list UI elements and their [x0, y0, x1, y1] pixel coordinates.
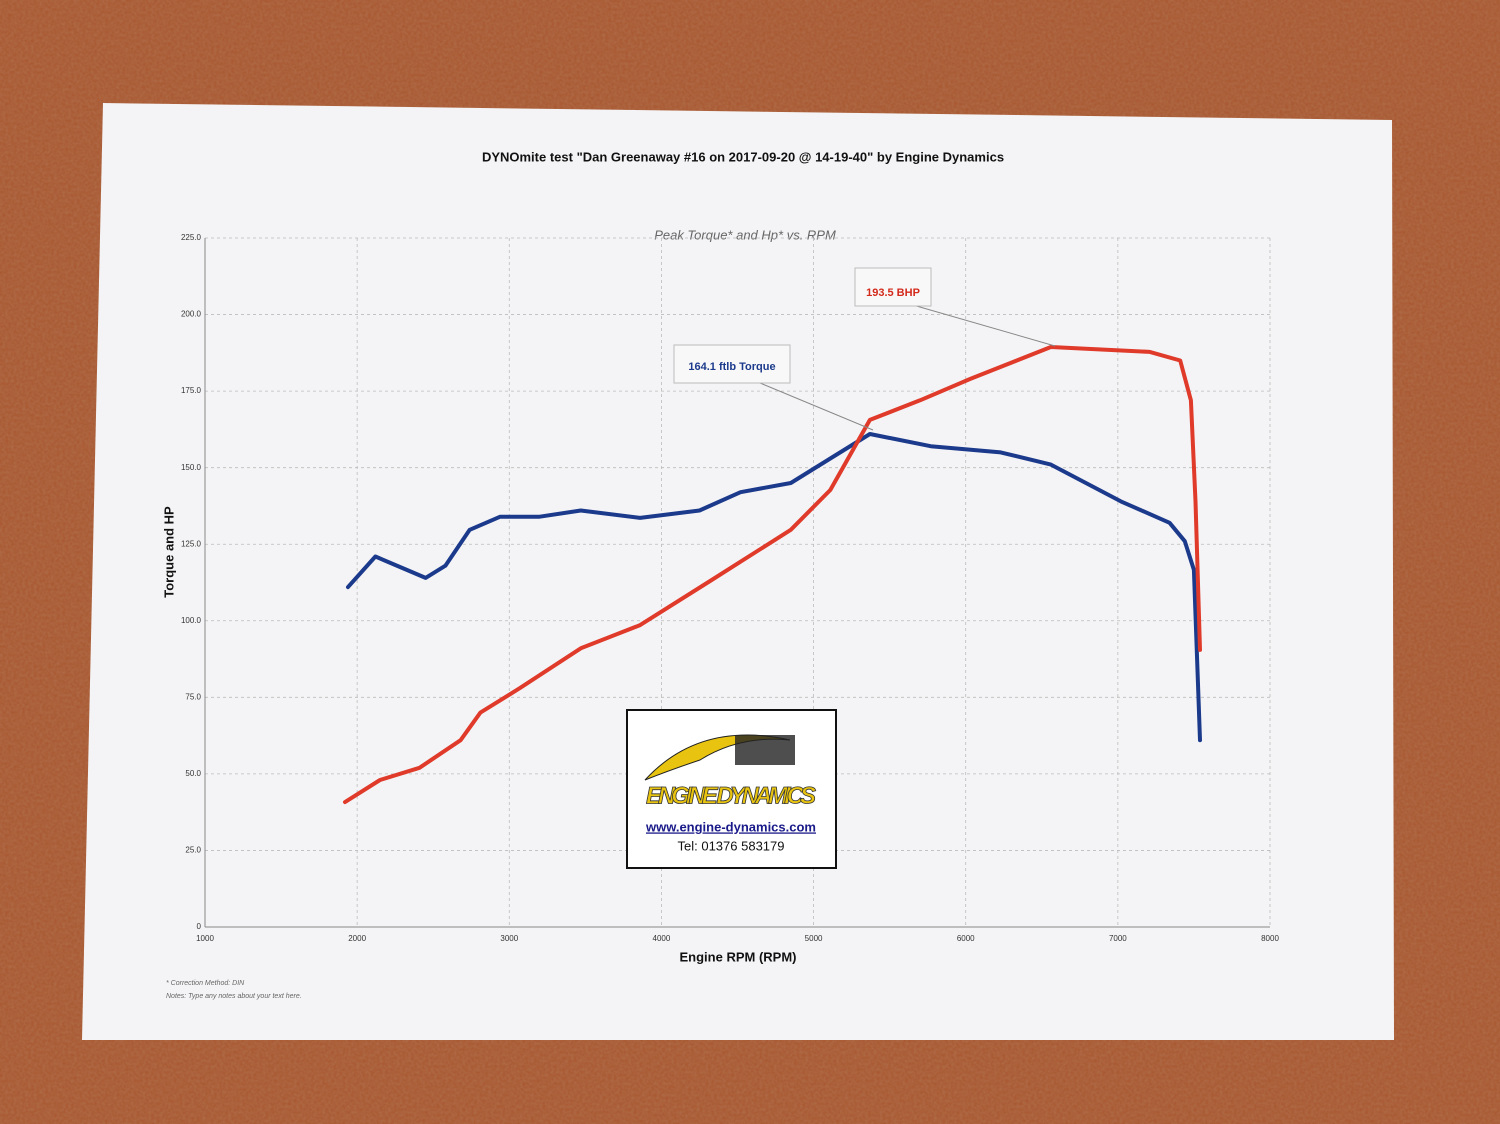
y-tick-label: 150.0	[181, 463, 202, 472]
chart-subtitle: Peak Torque* and Hp* vs. RPM	[654, 227, 836, 242]
x-tick-label: 2000	[348, 934, 366, 943]
annotation: 164.1 ftlb Torque	[688, 361, 775, 373]
x-tick-label: 8000	[1261, 934, 1279, 943]
y-tick-label: 0	[197, 922, 202, 931]
logo-phone: Tel: 01376 583179	[678, 838, 785, 853]
y-tick-label: 75.0	[185, 692, 201, 701]
y-tick-label: 50.0	[185, 769, 201, 778]
leader-line	[905, 302, 1056, 347]
logo-name: ENGINE DYNAMICS	[646, 782, 816, 809]
y-tick-label: 25.0	[185, 846, 201, 855]
x-tick-label: 7000	[1109, 934, 1127, 943]
y-tick-label: 200.0	[181, 310, 202, 319]
annotation-box	[673, 344, 791, 384]
x-tick-label: 4000	[653, 934, 671, 943]
note: Notes: Type any notes about your text he…	[166, 993, 302, 1000]
chart-title: DYNOmite test "Dan Greenaway #16 on 2017…	[482, 149, 1004, 164]
logo-flag	[735, 735, 795, 765]
x-tick-label: 6000	[957, 934, 975, 943]
y-tick-label: 175.0	[181, 386, 202, 395]
grid: 0 25.0 50.0 75.0 100.0 125.0 150.0 175.0 200.0 22…	[181, 233, 1279, 943]
x-tick-label: 5000	[805, 934, 823, 943]
y-axis-label: Torque and HP	[161, 506, 176, 598]
x-tick-label: 3000	[500, 934, 518, 943]
x-axis-label: Engine RPM (RPM)	[680, 949, 797, 964]
x-tick-label: 1000	[196, 934, 214, 943]
lines	[343, 345, 1202, 805]
logo-url: www.engine-dynamics.com	[645, 819, 816, 834]
y-tick-label: 225.0	[181, 233, 202, 242]
data-line	[343, 345, 1202, 805]
leader-line	[759, 382, 874, 431]
y-tick-label: 100.0	[181, 616, 202, 625]
paper	[82, 103, 1394, 1040]
note: * Correction Method: DIN	[166, 980, 245, 987]
y-tick-label: 125.0	[181, 539, 202, 548]
annotation: 193.5 BHP	[866, 287, 920, 299]
annotation-box	[854, 267, 932, 307]
data-line	[346, 432, 1202, 743]
